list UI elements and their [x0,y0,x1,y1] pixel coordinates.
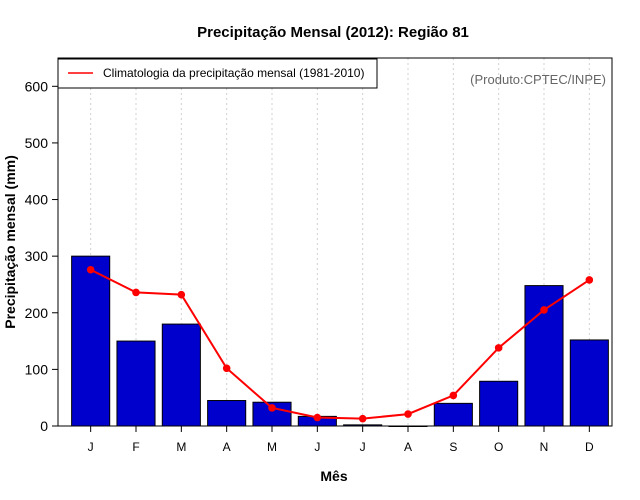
y-axis-title: Precipitação mensal (mm) [2,155,18,329]
climatology-point-10 [540,306,548,314]
bar-3 [207,400,247,427]
climatology-point-7 [404,410,412,418]
x-tick-label-7: A [404,440,412,454]
y-tick-label-6: 600 [25,78,49,94]
x-tick-label-1: F [132,440,139,454]
y-tick-label-2: 200 [25,305,49,321]
bar-11 [569,339,609,427]
x-tick-label-6: J [360,440,366,454]
y-tick-label-5: 500 [25,135,49,151]
bar-0 [71,255,111,427]
x-tick-label-4: M [267,440,277,454]
legend-label: Climatologia da precipitação mensal (198… [103,66,364,80]
y-tick-label-1: 100 [25,361,49,377]
y-tick-label-4: 400 [25,192,49,208]
x-tick-label-11: D [585,440,594,454]
bar-8 [433,402,473,427]
bar-9 [479,380,519,427]
climatology-point-0 [86,265,95,274]
climatology-point-11 [585,276,594,284]
legend: Climatologia da precipitação mensal (198… [57,58,378,89]
x-tick-label-5: J [314,440,320,454]
climatology-point-3 [222,364,231,373]
x-tick-label-2: M [176,440,186,454]
x-tick-label-9: O [494,440,503,454]
bar-2 [161,323,201,427]
bar-1 [116,340,156,427]
climatology-point-4 [268,404,276,412]
plot-frame [57,57,613,427]
climatology-point-9 [494,344,503,352]
x-tick-label-8: S [449,440,457,454]
axes-layer: 0 100 200 300 400 500 600 J F M A M J J A S O N D [25,78,594,454]
climatology-point-8 [449,391,458,400]
product-credit: (Produto:CPTEC/INPE) [470,72,606,87]
chart-title: Precipitação Mensal (2012): Região 81 [197,24,469,41]
y-tick-label-0: 0 [40,418,48,434]
x-tick-label-3: A [223,440,231,454]
x-axis-title: Mês [320,468,347,484]
climatology-line-layer [86,265,594,423]
y-tick-label-3: 300 [25,248,49,264]
legend-box [57,58,378,89]
x-tick-label-0: J [88,440,94,454]
climatology-line [90,268,590,420]
x-tick-label-10: N [540,440,549,454]
climatology-point-2 [177,290,186,299]
climatology-point-6 [358,414,367,423]
climatology-point-1 [132,288,140,297]
climatology-point-5 [313,413,322,422]
